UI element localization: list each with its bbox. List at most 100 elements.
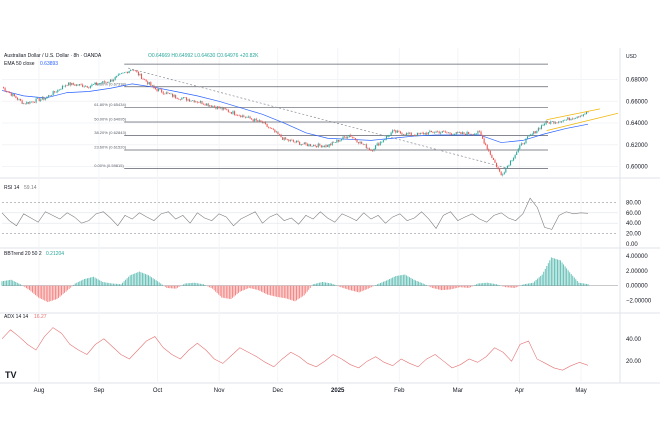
candle-body (216, 106, 219, 109)
candle-body (410, 132, 412, 136)
candle-body (137, 71, 139, 76)
candle-body (475, 133, 477, 135)
candle-body (444, 131, 446, 133)
candle-body (545, 121, 547, 124)
candle-body (440, 132, 442, 134)
candle-body (317, 143, 319, 148)
candle-body (313, 145, 315, 147)
candle-body (539, 128, 541, 129)
candle-body (378, 143, 380, 146)
candle-body (148, 82, 150, 85)
candle-body (488, 149, 490, 152)
candle-body (314, 145, 316, 146)
time-axis-label: Apr (515, 388, 524, 394)
candle-body (537, 128, 539, 131)
candle-body (381, 141, 383, 143)
candle-body (35, 98, 37, 103)
candle-body (429, 130, 431, 133)
time-axis-label: Aug (34, 388, 45, 394)
candle-body (421, 132, 423, 134)
candle-body (361, 141, 363, 144)
candle-body (161, 89, 163, 93)
candle-body (210, 105, 212, 107)
candle-body (190, 100, 192, 102)
candle-body (553, 121, 555, 124)
candle-body (415, 135, 417, 137)
candle-body (452, 134, 454, 136)
candle-body (300, 144, 302, 145)
candle-body (303, 142, 305, 145)
candle-body (195, 101, 197, 103)
candle-body (88, 87, 90, 89)
candle-body (396, 130, 398, 133)
candle-body (255, 118, 257, 121)
candle-body (334, 142, 336, 143)
candle-body (127, 71, 129, 74)
candle-body (27, 102, 29, 104)
candle-body (15, 96, 17, 98)
candle-body (351, 137, 353, 138)
candle-body (272, 128, 274, 130)
candle-body (58, 89, 60, 91)
candle-body (446, 132, 448, 134)
candle-body (505, 168, 507, 173)
candle-body (26, 102, 28, 105)
price-axis-label: 0.62000 (626, 143, 648, 149)
candle-body (46, 96, 48, 99)
ema-line (1, 83, 589, 143)
candle-body (16, 97, 19, 100)
candle-body (438, 131, 440, 134)
candle-body (278, 134, 281, 135)
bbtrend-axis-label: −2.00000 (626, 299, 652, 305)
candle-body (554, 122, 556, 124)
candle-body (567, 117, 569, 120)
rsi-axis-label: 0.00 (626, 242, 638, 248)
candle-body (71, 82, 73, 86)
candle-body (185, 97, 188, 101)
candle-body (526, 136, 529, 139)
candle-body (485, 143, 487, 146)
candle-body (260, 120, 262, 122)
candle-body (353, 137, 355, 139)
candle-body (364, 144, 366, 145)
candle-body (85, 85, 87, 87)
candle-body (516, 152, 518, 155)
candle-body (97, 83, 99, 85)
candle-body (536, 130, 538, 134)
rsi-axis-label: 60.00 (626, 211, 642, 217)
candle-body (288, 139, 290, 141)
candle-body (52, 91, 54, 96)
candle-body (168, 93, 170, 94)
candle-body (519, 145, 521, 149)
candle-body (447, 132, 450, 134)
candle-body (443, 131, 445, 132)
price-axis-label: 0.64000 (626, 121, 648, 127)
candle-body (528, 135, 530, 137)
candle-body (111, 79, 113, 82)
candle-body (221, 107, 223, 110)
candle-body (66, 85, 68, 87)
candle-body (113, 79, 115, 82)
fib-label: 0.00% (0.59815) (94, 163, 124, 168)
candle-body (337, 139, 339, 142)
candle-body (454, 134, 456, 135)
ohlc-readout: O0.64669 H0.64992 L0.64630 C0.64976 +20.… (148, 53, 259, 59)
candle-body (277, 131, 279, 135)
candle-body (30, 101, 32, 103)
candle-body (151, 85, 153, 87)
candle-body (371, 150, 374, 152)
candle-body (385, 136, 388, 140)
candle-body (147, 81, 149, 85)
candle-body (399, 131, 401, 134)
candle-body (164, 93, 166, 95)
candle-body (495, 162, 498, 168)
candle-body (68, 82, 70, 86)
candle-body (167, 92, 169, 94)
candle-body (323, 146, 325, 147)
ema-legend-value: 0.63893 (40, 61, 58, 67)
time-axis-label: Nov (214, 388, 225, 394)
adx-axis-label: 20.00 (626, 359, 642, 365)
candle-body (390, 132, 392, 136)
